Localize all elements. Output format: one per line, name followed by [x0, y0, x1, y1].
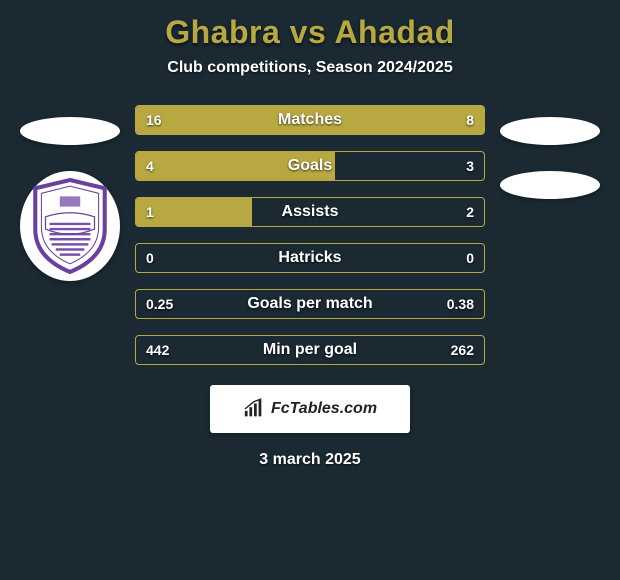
stat-value-left: 0: [146, 250, 154, 266]
stat-row-hatricks: 0 Hatricks 0: [135, 243, 485, 273]
stat-label: Goals per match: [247, 295, 372, 313]
page-subtitle: Club competitions, Season 2024/2025: [167, 59, 452, 77]
footer-date: 3 march 2025: [259, 451, 360, 469]
stat-value-right: 2: [466, 204, 474, 220]
stat-row-goals: 4 Goals 3: [135, 151, 485, 181]
brand-text: FcTables.com: [271, 400, 377, 418]
shield-icon: [29, 178, 111, 274]
stat-value-right: 262: [451, 342, 474, 358]
brand-link[interactable]: FcTables.com: [210, 385, 410, 433]
stats-column: 16 Matches 8 4 Goals 3 1 Assists 2: [135, 105, 485, 365]
comparison-infographic: Ghabra vs Ahadad Club competitions, Seas…: [0, 0, 620, 469]
stat-value-left: 0.25: [146, 296, 173, 312]
stat-value-left: 4: [146, 158, 154, 174]
club-badge-left: [20, 171, 120, 281]
stat-row-gpm: 0.25 Goals per match 0.38: [135, 289, 485, 319]
stat-label: Goals: [288, 157, 332, 175]
stat-row-assists: 1 Assists 2: [135, 197, 485, 227]
stat-value-right: 3: [466, 158, 474, 174]
stat-label: Matches: [278, 111, 342, 129]
bar-chart-icon: [243, 398, 265, 420]
player-placeholder-ellipse: [20, 117, 120, 145]
right-player-col: [495, 105, 605, 199]
stat-value-right: 0: [466, 250, 474, 266]
stat-value-left: 1: [146, 204, 154, 220]
stat-label: Assists: [282, 203, 339, 221]
main-row: 16 Matches 8 4 Goals 3 1 Assists 2: [0, 105, 620, 365]
page-title: Ghabra vs Ahadad: [165, 14, 455, 51]
left-player-col: [15, 105, 125, 281]
club-placeholder-ellipse: [500, 171, 600, 199]
stat-value-left: 16: [146, 112, 162, 128]
stat-row-matches: 16 Matches 8: [135, 105, 485, 135]
stat-label: Hatricks: [278, 249, 341, 267]
stat-label: Min per goal: [263, 341, 357, 359]
stat-value-right: 8: [466, 112, 474, 128]
player-placeholder-ellipse: [500, 117, 600, 145]
stat-value-right: 0.38: [447, 296, 474, 312]
stat-row-mpg: 442 Min per goal 262: [135, 335, 485, 365]
stat-value-left: 442: [146, 342, 169, 358]
